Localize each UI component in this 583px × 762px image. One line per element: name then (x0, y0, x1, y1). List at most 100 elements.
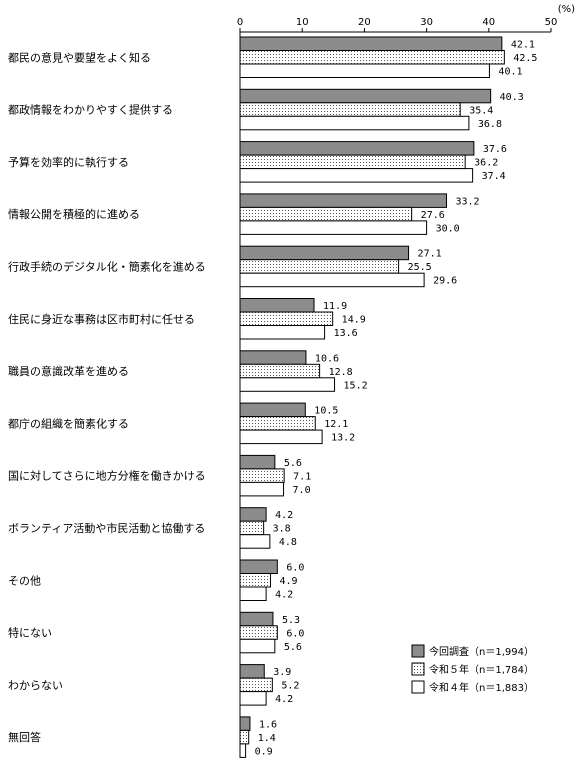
bar-series-2 (239, 520, 265, 536)
bar-series-2 (239, 625, 278, 640)
x-tick-label: 30 (420, 17, 433, 28)
bar-series-2 (239, 677, 273, 693)
labels-layer: 都民の意見や要望をよく知る 42.1 42.5 40.1 都政情報をわかりやすく提供する… (8, 40, 537, 758)
bar-series-3 (239, 220, 428, 235)
category-label: ボランティア活動や市民活動と協働する (8, 521, 205, 535)
value-label: 4.2 (275, 590, 293, 601)
bar-series-1 (239, 193, 448, 208)
category-label: 職員の意識改革を進める (8, 364, 129, 378)
bar-series-1 (239, 664, 265, 679)
value-label: 14.9 (342, 315, 366, 326)
bar-series-2 (239, 729, 250, 745)
value-label: 27.1 (418, 249, 442, 260)
bar-series-2 (239, 311, 334, 326)
legend: 今回調査（n＝1,994） 令和５年（n＝1,784） 令和４年（n＝1,883） (411, 644, 534, 694)
value-label: 13.6 (334, 328, 358, 339)
bar-series-3 (239, 377, 336, 392)
value-label: 37.6 (483, 144, 507, 155)
legend-entry-label: 今回調査（n＝1,994） (429, 645, 534, 658)
x-tick-label: 40 (482, 17, 495, 28)
bar-series-2 (239, 363, 321, 379)
value-label: 15.2 (344, 380, 368, 391)
value-label: 42.5 (513, 53, 537, 64)
legend-swatch (411, 662, 425, 676)
legend-swatch (411, 680, 425, 694)
bar-series-1 (239, 350, 307, 365)
value-label: 4.8 (279, 537, 297, 548)
category-label: その他 (8, 574, 41, 587)
category-label: 情報公開を積極的に進める (8, 207, 140, 221)
value-label: 4.2 (275, 694, 293, 705)
value-label: 4.2 (275, 510, 293, 521)
bar-series-1 (239, 141, 475, 156)
value-label: 1.4 (258, 733, 276, 744)
value-label: 40.1 (498, 67, 522, 78)
value-label: 3.8 (273, 524, 291, 535)
value-label: 29.6 (433, 276, 457, 287)
bar-series-2 (239, 259, 400, 274)
category-label: 都庁の組織を簡素化する (8, 416, 129, 430)
bar-series-1 (239, 245, 410, 261)
value-label: 27.6 (421, 210, 445, 221)
value-label: 30.0 (436, 223, 460, 234)
legend-swatch (411, 644, 425, 658)
x-tick-label: 20 (358, 17, 371, 28)
value-label: 6.0 (286, 563, 304, 574)
bar-series-3 (239, 481, 285, 497)
category-label: 無回答 (8, 730, 41, 744)
x-tick-label: 50 (545, 17, 558, 28)
bar-series-1 (239, 298, 315, 313)
value-label: 0.9 (255, 746, 273, 757)
value-label: 6.0 (286, 628, 304, 639)
legend-entry-label: 令和５年（n＝1,784） (429, 663, 534, 676)
value-label: 10.5 (314, 406, 338, 417)
value-label: 37.4 (482, 171, 506, 182)
category-label: 都政情報をわかりやすく提供する (8, 103, 173, 117)
value-label: 5.6 (284, 458, 302, 469)
bar-series-1 (239, 716, 251, 731)
bar-series-1 (239, 559, 278, 574)
bars-layer (239, 36, 505, 758)
category-label: わからない (8, 679, 63, 692)
value-label: 40.3 (500, 92, 524, 103)
bar-series-1 (239, 402, 306, 418)
legend-entry-label: 令和４年（n＝1,883） (429, 681, 534, 694)
bar-series-3 (239, 63, 490, 78)
value-label: 5.6 (284, 642, 302, 653)
bar-series-1 (239, 507, 267, 522)
bar-series-2 (239, 468, 285, 483)
bar-series-2 (239, 154, 466, 170)
bar-series-2 (239, 102, 461, 117)
bar-series-3 (239, 168, 474, 183)
value-label: 7.1 (293, 471, 311, 482)
bar-series-3 (239, 115, 470, 131)
bar-series-1 (239, 454, 276, 470)
bar-series-3 (239, 429, 323, 445)
bar-series-2 (239, 416, 316, 431)
bar-series-2 (239, 50, 505, 65)
value-label: 12.8 (329, 367, 353, 378)
bar-series-2 (239, 206, 413, 222)
bar-series-3 (239, 743, 247, 758)
value-label: 12.1 (324, 419, 348, 430)
value-label: 13.2 (331, 433, 355, 444)
value-label: 35.4 (469, 105, 493, 116)
unit-label: (%) (558, 4, 575, 15)
value-label: 3.9 (273, 667, 291, 678)
value-label: 42.1 (511, 40, 535, 51)
value-label: 10.6 (315, 353, 339, 364)
category-label: 国に対してさらに地方分権を働きかける (8, 469, 206, 483)
value-label: 4.9 (279, 576, 297, 587)
bar-series-3 (239, 325, 326, 340)
value-label: 5.3 (282, 615, 300, 626)
x-tick-label: 0 (237, 17, 243, 28)
x-tick-label: 10 (296, 17, 309, 28)
category-label: 住民に身近な事務は区市町村に任せる (8, 312, 195, 326)
bar-series-3 (239, 638, 276, 654)
bar-series-3 (239, 534, 271, 549)
bar-series-2 (239, 573, 271, 588)
bar-series-1 (239, 36, 503, 51)
value-label: 36.2 (474, 158, 498, 169)
